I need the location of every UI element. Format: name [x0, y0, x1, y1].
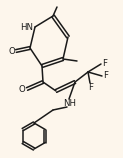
- Text: F: F: [102, 58, 108, 67]
- Text: F: F: [103, 72, 108, 80]
- Text: F: F: [89, 83, 93, 92]
- Text: O: O: [9, 46, 15, 55]
- Text: HN: HN: [21, 24, 33, 33]
- Text: NH: NH: [63, 100, 77, 109]
- Text: O: O: [19, 85, 25, 94]
